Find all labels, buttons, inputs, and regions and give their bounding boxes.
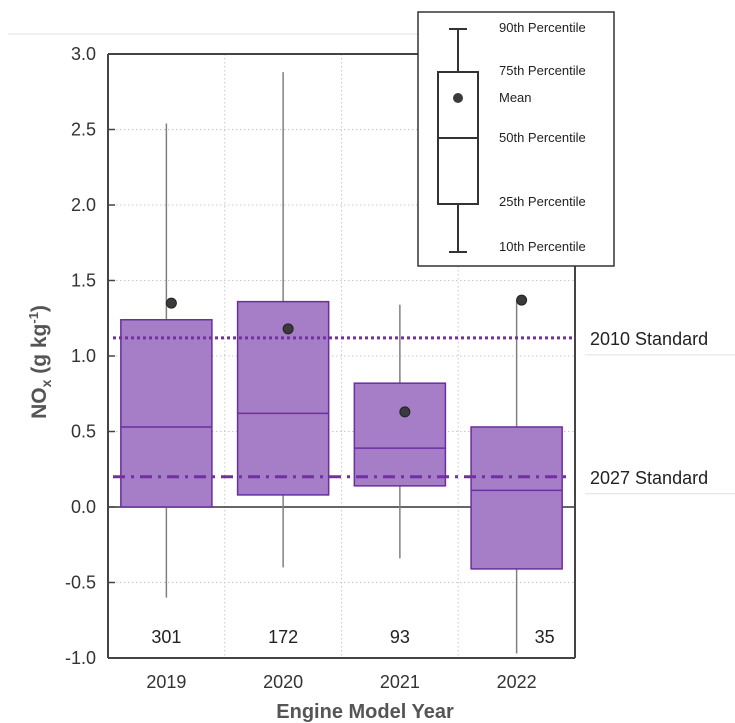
legend-item-90th: 90th Percentile: [499, 20, 586, 35]
legend-item-10th: 10th Percentile: [499, 239, 586, 254]
legend-item-mean: Mean: [499, 90, 532, 105]
mean-dot-2021: [399, 406, 411, 418]
mean-dot-2020: [282, 323, 294, 335]
x-tick-label-2021: 2021: [380, 672, 420, 692]
y-tick-label-7: 2.5: [71, 120, 96, 140]
y-tick-label-1: -0.5: [65, 573, 96, 593]
box-2020: [236, 300, 330, 496]
y-tick-label-2: 0.0: [71, 497, 96, 517]
sample-count-2021: 93: [390, 627, 410, 647]
legend-item-75th: 75th Percentile: [499, 63, 586, 78]
reference-lines-layer: 2010 Standard 2027 Standard: [113, 329, 735, 495]
legend-item-25th: 25th Percentile: [499, 194, 586, 209]
box-2019: [120, 319, 213, 508]
y-tick-label-6: 2.0: [71, 195, 96, 215]
box-2022: [470, 426, 563, 570]
x-tick-label-2020: 2020: [263, 672, 303, 692]
reference-label-1: 2027 Standard: [590, 468, 708, 488]
legend-mean-dot: [453, 93, 463, 103]
mean-dot-2022: [516, 294, 528, 306]
box-2021: [353, 382, 447, 487]
sample-count-2020: 172: [268, 627, 298, 647]
y-tick-label-4: 1.0: [71, 346, 96, 366]
y-tick-label-0: -1.0: [65, 648, 96, 668]
y-tick-label-8: 3.0: [71, 44, 96, 64]
y-tick-label-5: 1.5: [71, 271, 96, 291]
x-tick-label-2022: 2022: [497, 672, 537, 692]
legend: 90th Percentile 75th Percentile Mean 50t…: [417, 11, 615, 267]
sample-count-2019: 301: [151, 627, 181, 647]
sample-count-2022: 35: [535, 627, 555, 647]
y-tick-label-3: 0.5: [71, 422, 96, 442]
y-axis-label: NOx (g kg-1): [26, 305, 54, 419]
legend-item-50th: 50th Percentile: [499, 130, 586, 145]
x-axis-label: Engine Model Year: [276, 701, 454, 723]
mean-dot-2019: [165, 297, 177, 309]
reference-label-0: 2010 Standard: [590, 329, 708, 349]
x-tick-label-2019: 2019: [146, 672, 186, 692]
